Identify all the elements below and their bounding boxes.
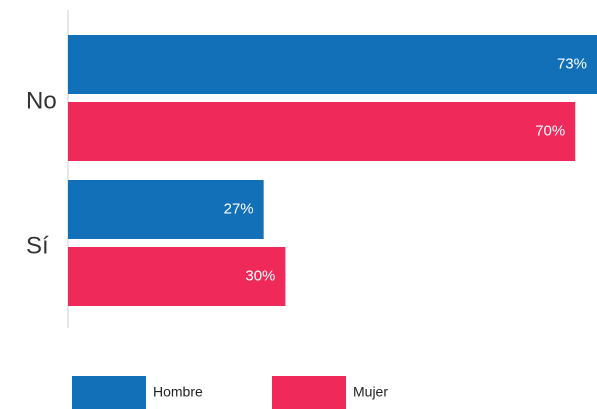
category-label: Sí	[26, 232, 49, 259]
bar	[68, 35, 597, 94]
bar	[68, 247, 286, 306]
category-label: No	[26, 87, 57, 114]
legend-label: Hombre	[153, 384, 203, 400]
legend-swatch	[272, 376, 346, 409]
value-label: 30%	[245, 267, 275, 284]
value-label: 73%	[557, 55, 587, 72]
value-label: 27%	[224, 200, 254, 217]
legend-swatch	[72, 376, 146, 409]
bar	[68, 180, 264, 239]
value-label: 70%	[535, 122, 565, 139]
bar	[68, 102, 576, 161]
legend-label: Mujer	[353, 384, 388, 400]
